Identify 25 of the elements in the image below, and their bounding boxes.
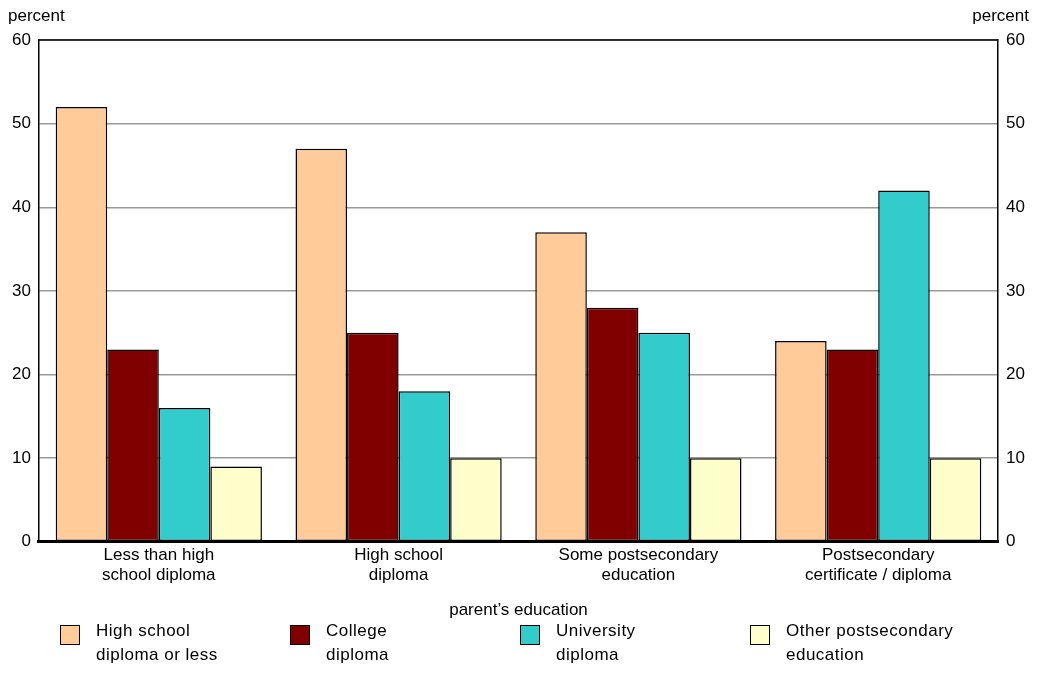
legend-label: Other postsecondary education: [786, 620, 954, 666]
y-tick-label: 30: [11, 280, 31, 300]
y-tick-label: 40: [11, 196, 31, 216]
x-tick-label: High school diploma: [354, 544, 444, 585]
x-tick-label: Postsecondary certificate / diploma: [804, 544, 952, 585]
y-tick-label: 60: [11, 29, 31, 49]
x-axis-title: parent’s education: [449, 600, 588, 620]
x-tick-label: Less than high school diploma: [102, 544, 217, 585]
legend-label: University diploma: [556, 620, 636, 666]
y-tick-label: 10: [11, 447, 31, 467]
y-axis-title: percent: [8, 6, 65, 26]
y2-tick-label: 60: [1006, 29, 1026, 49]
y2-tick-label: 40: [1006, 196, 1026, 216]
y-tick-label: 50: [11, 113, 31, 133]
legend-label: High school diploma or less: [96, 620, 218, 666]
y-tick-label: 0: [21, 531, 31, 551]
y2-tick-label: 0: [1006, 531, 1016, 551]
y2-tick-label: 10: [1006, 447, 1026, 467]
legend-label: College diploma: [326, 620, 390, 666]
y2-tick-label: 30: [1006, 280, 1026, 300]
y2-tick-label: 50: [1006, 113, 1026, 133]
y2-axis-title: percent: [972, 6, 1030, 26]
x-tick-label: Some postsecondary education: [558, 544, 719, 585]
y2-tick-label: 20: [1006, 364, 1026, 384]
y-tick-label: 20: [11, 364, 31, 384]
